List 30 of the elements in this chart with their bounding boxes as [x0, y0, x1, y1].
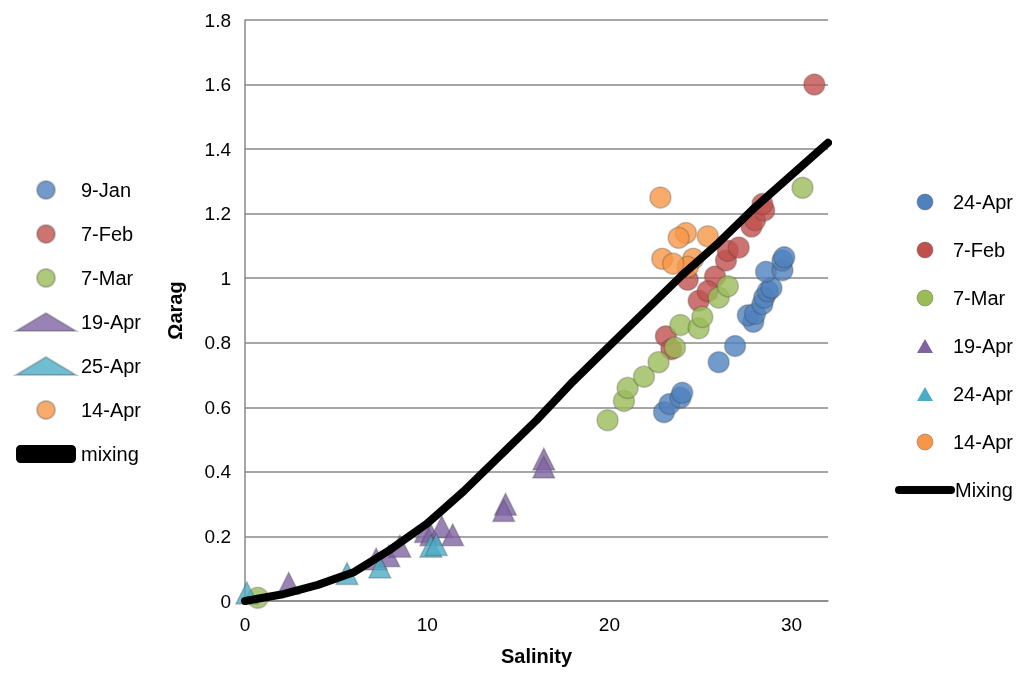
text: 7-Mar	[953, 286, 1006, 310]
y-tick-label: 0.2	[204, 525, 231, 547]
legend-label: 14-Apr	[81, 399, 142, 421]
x-axis-title: Salinity	[500, 645, 573, 667]
y-axis-title: Ωarag	[164, 281, 186, 340]
y-tick-label: 1	[220, 267, 231, 289]
x-tick-label: 10	[416, 614, 438, 635]
legend-label: 25-Apr	[81, 355, 142, 377]
y-tick-label: 1.2	[204, 203, 231, 225]
x-tick-label: 0	[239, 614, 251, 635]
x-tick-label: 20	[598, 614, 620, 635]
legend-label: 9-Jan	[81, 179, 132, 201]
y-tick-label: 0.4	[204, 461, 232, 483]
y-tick-label: 1.4	[204, 138, 232, 160]
y-tick-label: 0.8	[204, 332, 231, 354]
text: 24-Apr	[953, 190, 1014, 214]
text: Mixing	[955, 478, 1013, 502]
y-tick-label: 1.6	[204, 74, 231, 96]
text: 19-Apr	[953, 334, 1014, 358]
y-tick-label: 1.8	[204, 9, 231, 31]
text: 7-Feb	[953, 238, 1006, 262]
legend-label: 7-Mar	[81, 267, 134, 289]
y-tick-label: 0.6	[204, 396, 231, 418]
text: 14-Apr	[953, 430, 1014, 454]
legend-label: 19-Apr	[81, 311, 142, 333]
y-tick-label: 0	[220, 590, 231, 612]
text: 24-Apr	[953, 382, 1014, 406]
legend-label: 7-Feb	[81, 223, 134, 245]
x-tick-label: 30	[780, 614, 803, 635]
legend-label: mixing	[81, 443, 139, 465]
